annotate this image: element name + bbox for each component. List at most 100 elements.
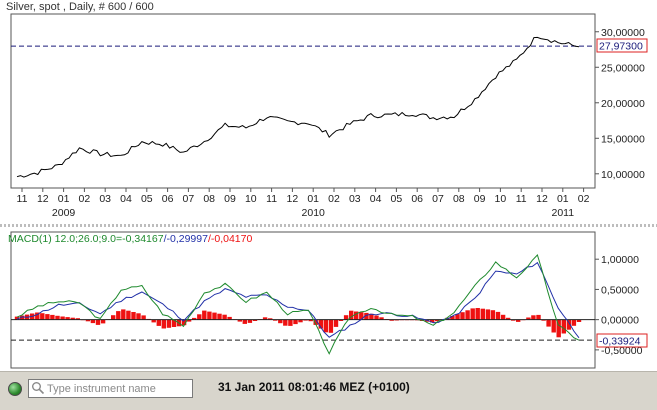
macd-histogram-bar <box>207 311 212 320</box>
macd-histogram-bar <box>45 314 50 320</box>
x-tick-label: 05 <box>141 193 153 205</box>
macd-histogram-bar <box>273 319 278 321</box>
macd-current-value-tag: -0,33924 <box>596 333 648 348</box>
x-tick-label: 04 <box>370 193 382 205</box>
macd-histogram-bar <box>171 319 177 327</box>
x-tick-label: 08 <box>453 193 465 205</box>
macd-histogram-bar <box>531 315 536 320</box>
macd-histogram-bar <box>161 319 166 329</box>
macd-legend-signal: -0,29997 <box>166 233 208 245</box>
instrument-search[interactable] <box>28 379 193 398</box>
macd-histogram-bar <box>323 319 328 333</box>
macd-histogram-bar <box>268 318 273 320</box>
macd-histogram-bar <box>60 316 65 320</box>
macd-histogram-bar <box>212 312 217 320</box>
splitter-grip <box>0 224 657 227</box>
macd-histogram-bar <box>85 319 91 322</box>
macd-histogram-bar <box>293 319 298 325</box>
macd-histogram-bar <box>121 309 126 320</box>
x-tick-label: 06 <box>411 193 423 205</box>
x-year-label: 2010 <box>302 207 326 219</box>
y-tick-label: 15,00000 <box>601 133 645 145</box>
instrument-search-input[interactable] <box>47 381 189 396</box>
macd-plot-frame <box>10 231 596 369</box>
macd-histogram-bar <box>571 319 577 326</box>
macd-histogram-bar <box>288 319 293 326</box>
macd-histogram-bar <box>35 312 40 320</box>
connection-status-icon[interactable] <box>8 382 22 396</box>
macd-histogram-bar <box>227 316 232 320</box>
macd-histogram-bar <box>283 319 288 326</box>
x-tick-label: 12 <box>536 193 548 205</box>
x-tick-label: 10 <box>495 193 507 205</box>
macd-legend-sep1: / <box>164 233 167 245</box>
macd-histogram-bar <box>202 310 207 320</box>
x-tick-label: 11 <box>266 193 277 205</box>
macd-histogram-bar <box>318 319 323 329</box>
macd-histogram-bar <box>566 319 572 330</box>
macd-histogram-bar <box>495 311 501 320</box>
macd-histogram-bar <box>192 317 197 320</box>
status-timestamp: 31 Jan 2011 08:01:46 MEZ (+0100) <box>218 380 410 394</box>
macd-histogram-bar <box>95 319 101 325</box>
macd-histogram-bar <box>55 315 60 320</box>
x-tick-label: 02 <box>578 193 590 205</box>
macd-legend-hist: -0,04170 <box>211 233 253 245</box>
x-year-label: 2009 <box>52 207 76 219</box>
x-tick-label: 01 <box>58 193 70 205</box>
macd-histogram-bar <box>450 316 455 320</box>
macd-histogram-bar <box>111 315 116 320</box>
macd-main-line <box>16 254 580 355</box>
macd-histogram-bar <box>14 316 20 320</box>
x-tick-label: 10 <box>245 193 257 205</box>
macd-histogram-bar <box>181 319 187 326</box>
price-chart[interactable]: 11 12 01 02 03 04 05 06 07 08 09 10 11 12 01 02 03 04 05 06… <box>0 0 657 221</box>
x-tick-label: 06 <box>162 193 174 205</box>
macd-histogram-bar <box>40 313 45 320</box>
price-plot-frame <box>10 13 596 189</box>
macd-histogram-bar <box>242 319 247 324</box>
macd-histogram-bar <box>126 310 131 320</box>
macd-histogram-bar <box>354 311 359 320</box>
macd-chart[interactable]: 1,00000 0,50000 0,00000 -0,50000 MACD(1) 12… <box>0 231 657 371</box>
macd-histogram-bar <box>511 319 516 321</box>
macd-histogram-bar <box>389 319 394 321</box>
macd-legend-name: MACD(1) 12.0;26.0;9.0= <box>8 233 122 245</box>
x-tick-label: 01 <box>307 193 319 205</box>
macd-histogram-bar <box>278 319 283 324</box>
price-series-line <box>16 36 580 178</box>
macd-histogram-bar <box>435 319 440 322</box>
macd-histogram-bar <box>536 314 541 320</box>
macd-histogram-bar <box>541 319 546 321</box>
x-tick-label: 11 <box>17 193 28 205</box>
macd-histogram-bar <box>480 308 485 320</box>
macd-histogram-bar <box>465 310 470 320</box>
macd-legend-macd: -0,34167 <box>122 233 164 245</box>
macd-histogram-bar <box>343 315 349 320</box>
panel-splitter[interactable] <box>0 221 657 231</box>
macd-histogram-bar <box>379 317 384 320</box>
macd-histogram-bar <box>151 319 156 323</box>
macd-histogram-bar <box>19 315 25 320</box>
macd-histogram-bar <box>374 315 379 320</box>
x-tick-label: 05 <box>391 193 403 205</box>
x-tick-label: 09 <box>224 193 236 205</box>
macd-tag-box <box>596 333 648 348</box>
price-current-value-tag: 27,97300 <box>596 38 648 53</box>
price-tag-text: 27,97300 <box>599 41 643 53</box>
macd-histogram-bar <box>237 319 242 322</box>
search-icon <box>32 382 45 395</box>
macd-legend-sep2: / <box>208 233 211 245</box>
macd-tag-text: -0,33924 <box>599 336 641 348</box>
price-tag-box <box>596 38 648 53</box>
macd-histogram-bar <box>561 319 566 334</box>
x-tick-label: 08 <box>203 193 215 205</box>
macd-histogram-bar <box>576 319 582 322</box>
x-tick-label: 12 <box>37 193 49 205</box>
status-bar: 31 Jan 2011 08:01:46 MEZ (+0100) <box>0 371 657 410</box>
macd-histogram-bar <box>460 312 465 320</box>
macd-histogram-bar <box>197 314 202 320</box>
y-tick-label: 20,00000 <box>601 98 645 110</box>
macd-signal-line <box>16 261 580 339</box>
macd-histogram-bar <box>252 319 258 321</box>
